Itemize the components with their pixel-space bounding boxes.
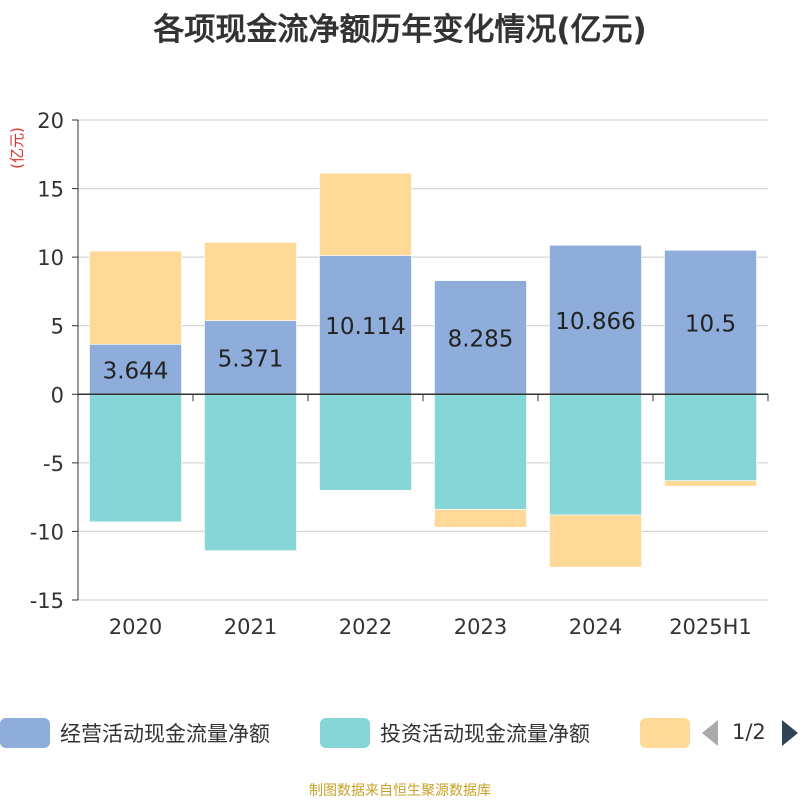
bar-series2-2025H1 (664, 480, 757, 487)
prev-page-icon[interactable] (702, 720, 718, 746)
x-tick-label: 2023 (454, 615, 507, 639)
next-page-icon[interactable] (782, 720, 798, 746)
legend: 经营活动现金流量净额 投资活动现金流量净额 1/2 (0, 712, 800, 756)
legend-item-investing[interactable]: 投资活动现金流量净额 (320, 718, 590, 748)
y-tick-label: 15 (37, 178, 64, 202)
bar-series1-2024 (549, 393, 642, 516)
x-tick-label: 2020 (109, 615, 162, 639)
legend-swatch-financing (640, 718, 690, 748)
data-label: 10.114 (325, 314, 405, 340)
bar-series2-2023 (434, 509, 527, 528)
bar-series0-2023 (434, 280, 527, 395)
legend-label-investing: 投资活动现金流量净额 (380, 722, 590, 746)
bar-series2-2022 (319, 172, 412, 256)
y-tick-label: -15 (30, 589, 64, 613)
chart-title: 各项现金流净额历年变化情况(亿元) (153, 12, 647, 48)
bar-series1-2021 (204, 393, 297, 551)
legend-item-financing[interactable] (640, 718, 690, 748)
bar-series2-2020 (89, 250, 182, 345)
bar-series0-2022 (319, 255, 412, 395)
x-tick-label: 2025H1 (669, 615, 752, 639)
bar-series1-2022 (319, 393, 412, 491)
y-tick-label: -5 (43, 452, 64, 476)
data-label: 3.644 (103, 358, 169, 384)
bar-series2-2021 (204, 242, 297, 321)
x-tick-label: 2024 (569, 615, 622, 639)
x-tick-label: 2022 (339, 615, 392, 639)
y-tick-label: 10 (37, 246, 64, 270)
legend-label-operating: 经营活动现金流量净额 (60, 722, 270, 746)
bar-series0-2020 (89, 344, 182, 395)
x-tick-label: 2021 (224, 615, 277, 639)
bar-series2-2024 (549, 514, 642, 568)
data-label: 10.5 (685, 311, 736, 337)
bar-series1-2023 (434, 393, 527, 510)
legend-swatch-operating (0, 718, 50, 748)
y-tick-label: 0 (51, 383, 64, 407)
bar-series0-2024 (549, 244, 642, 395)
y-tick-label: -10 (30, 520, 64, 544)
y-tick-label: 5 (51, 315, 64, 339)
source-note: 制图数据来自恒生聚源数据库 (309, 783, 491, 799)
bar-series1-2025H1 (664, 393, 757, 481)
y-tick-label: 20 (37, 109, 64, 133)
legend-pager: 1/2 (700, 718, 800, 748)
data-label: 8.285 (448, 326, 514, 352)
data-label: 5.371 (218, 346, 284, 372)
legend-page-indicator: 1/2 (732, 720, 766, 744)
bar-series0-2025H1 (664, 249, 757, 395)
legend-item-operating[interactable]: 经营活动现金流量净额 (0, 718, 270, 748)
y-axis-label: (亿元) (8, 127, 26, 169)
legend-swatch-investing (320, 718, 370, 748)
bar-series1-2020 (89, 393, 182, 523)
data-label: 10.866 (555, 309, 635, 335)
